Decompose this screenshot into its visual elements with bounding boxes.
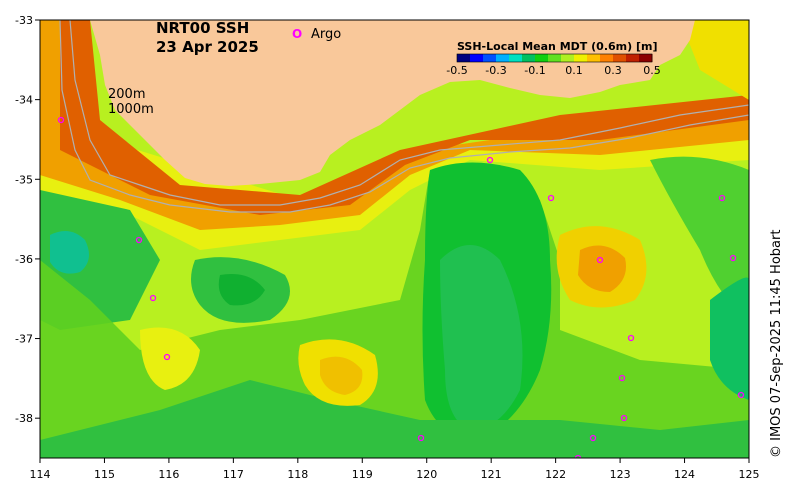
y-tick-label: -37 xyxy=(15,333,33,346)
colorbar-swatch xyxy=(509,54,523,62)
argo-legend-marker: O xyxy=(292,27,302,41)
colorbar-tick-label: -0.3 xyxy=(485,64,506,77)
y-tick-label: -38 xyxy=(15,412,33,425)
x-tick-label: 116 xyxy=(158,468,179,481)
colorbar-ticks: -0.5 -0.3 -0.1 0.1 0.3 0.5 xyxy=(446,64,660,77)
ssh-field-contours xyxy=(40,20,749,458)
colorbar-swatch xyxy=(457,54,471,62)
colorbar-swatch xyxy=(561,54,575,62)
x-tick-label: 115 xyxy=(94,468,115,481)
colorbar-tick-label: 0.3 xyxy=(604,64,622,77)
map-date: 23 Apr 2025 xyxy=(156,38,259,56)
colorbar-swatch xyxy=(587,54,601,62)
map-plot-area xyxy=(40,20,749,458)
x-tick-label: 125 xyxy=(739,468,760,481)
colorbar-swatch xyxy=(535,54,549,62)
colorbar-swatch xyxy=(522,54,536,62)
argo-floats xyxy=(57,116,745,458)
plot-frame xyxy=(39,19,750,459)
colorbar-swatches xyxy=(457,54,653,62)
colorbar-title: SSH-Local Mean MDT (0.6m) [m] xyxy=(457,40,657,53)
y-tick-label: -36 xyxy=(15,253,33,266)
colorbar-swatch xyxy=(639,54,653,62)
isobath-200m-label: 200m xyxy=(108,87,145,102)
y-tick-label: -34 xyxy=(15,94,33,107)
colorbar-swatch xyxy=(600,54,614,62)
x-tick-label: 114 xyxy=(30,468,51,481)
isobath-lines xyxy=(59,20,749,213)
isobath-1000m-label: 1000m xyxy=(108,102,154,117)
colorbar-tick-label: -0.1 xyxy=(524,64,545,77)
argo-legend-label: Argo xyxy=(311,27,341,42)
colorbar-swatch xyxy=(470,54,484,62)
map-title: NRT00 SSH xyxy=(156,19,249,37)
y-axis: -33 -34 -35 -36 -37 -38 xyxy=(15,14,40,425)
x-tick-label: 117 xyxy=(223,468,244,481)
colorbar: SSH-Local Mean MDT (0.6m) [m] -0.5 -0.3 -0… xyxy=(446,40,660,77)
colorbar-tick-label: 0.1 xyxy=(565,64,583,77)
y-tick-label: -33 xyxy=(15,14,33,27)
x-axis: 114 115 116 117 118 119 120 121 122 123 124 125 xyxy=(30,458,760,481)
colorbar-swatch xyxy=(613,54,627,62)
x-tick-label: 119 xyxy=(352,468,373,481)
x-tick-label: 121 xyxy=(481,468,502,481)
isobath-200m xyxy=(69,20,749,206)
x-tick-label: 118 xyxy=(287,468,308,481)
x-tick-label: 120 xyxy=(416,468,437,481)
colorbar-swatch xyxy=(483,54,497,62)
colorbar-tick-label: 0.5 xyxy=(643,64,661,77)
colorbar-swatch xyxy=(626,54,640,62)
colorbar-swatch xyxy=(496,54,510,62)
x-tick-label: 124 xyxy=(674,468,695,481)
colorbar-swatch xyxy=(548,54,562,62)
credit-text: © IMOS 07-Sep-2025 11:45 Hobart xyxy=(769,230,784,458)
colorbar-swatch xyxy=(574,54,588,62)
colorbar-tick-label: -0.5 xyxy=(446,64,467,77)
isobath-1000m xyxy=(59,20,749,213)
x-tick-label: 122 xyxy=(545,468,566,481)
x-tick-label: 123 xyxy=(610,468,631,481)
y-tick-label: -35 xyxy=(15,173,33,186)
